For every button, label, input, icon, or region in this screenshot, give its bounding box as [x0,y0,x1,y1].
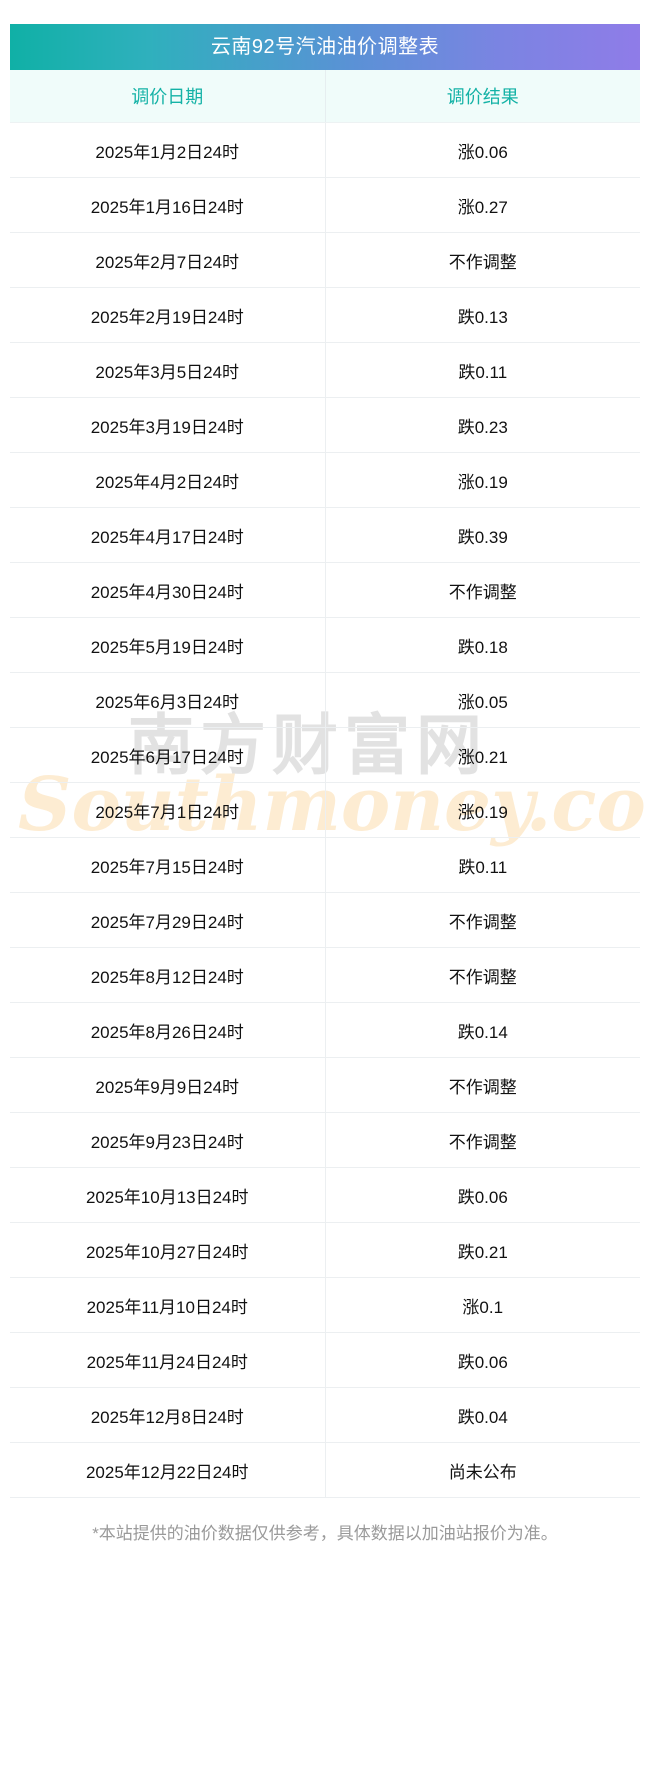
table-row: 2025年7月15日24时 跌0.11 [10,837,640,893]
cell-result: 不作调整 [325,1112,640,1168]
cell-result: 跌0.39 [325,507,640,563]
table-header: 调价日期 调价结果 [10,70,640,123]
cell-result: 不作调整 [325,232,640,288]
cell-result: 涨0.1 [325,1277,640,1333]
table-row: 2025年10月27日24时 跌0.21 [10,1222,640,1278]
cell-result: 不作调整 [325,1057,640,1113]
table-row: 2025年9月9日24时 不作调整 [10,1057,640,1113]
table-row: 2025年2月7日24时 不作调整 [10,232,640,288]
cell-result: 跌0.11 [325,837,640,893]
cell-result: 跌0.13 [325,287,640,343]
cell-date: 2025年2月7日24时 [10,232,326,288]
table-row: 2025年12月8日24时 跌0.04 [10,1387,640,1443]
cell-result: 涨0.19 [325,782,640,838]
cell-result: 不作调整 [325,562,640,618]
table-row: 2025年5月19日24时 跌0.18 [10,617,640,673]
table-row: 2025年7月29日24时 不作调整 [10,892,640,948]
cell-result: 跌0.11 [325,342,640,398]
table-row: 2025年9月23日24时 不作调整 [10,1112,640,1168]
cell-result: 跌0.23 [325,397,640,453]
cell-date: 2025年3月19日24时 [10,397,326,453]
cell-result: 涨0.06 [325,122,640,178]
table-row: 2025年4月30日24时 不作调整 [10,562,640,618]
cell-result: 跌0.21 [325,1222,640,1278]
cell-date: 2025年3月5日24时 [10,342,326,398]
column-header-date: 调价日期 [10,70,326,123]
cell-date: 2025年2月19日24时 [10,287,326,343]
table-row: 2025年3月5日24时 跌0.11 [10,342,640,398]
cell-date: 2025年7月29日24时 [10,892,326,948]
table-row: 2025年10月13日24时 跌0.06 [10,1167,640,1223]
cell-date: 2025年12月8日24时 [10,1387,326,1443]
column-header-result: 调价结果 [325,70,640,123]
cell-date: 2025年10月27日24时 [10,1222,326,1278]
footnote: *本站提供的油价数据仅供参考，具体数据以加油站报价为准。 [92,1524,558,1543]
cell-result: 跌0.06 [325,1332,640,1388]
cell-date: 2025年4月17日24时 [10,507,326,563]
cell-date: 2025年8月26日24时 [10,1002,326,1058]
table-row: 2025年6月3日24时 涨0.05 [10,672,640,728]
cell-result: 跌0.14 [325,1002,640,1058]
cell-result: 涨0.19 [325,452,640,508]
table-row: 2025年2月19日24时 跌0.13 [10,287,640,343]
page-title: 云南92号汽油油价调整表 [10,24,640,70]
cell-date: 2025年11月10日24时 [10,1277,326,1333]
cell-date: 2025年4月30日24时 [10,562,326,618]
cell-result: 跌0.06 [325,1167,640,1223]
cell-result: 尚未公布 [325,1442,640,1498]
table-header-row: 调价日期 调价结果 [10,70,640,123]
table-body: 2025年1月2日24时 涨0.06 2025年1月16日24时 涨0.27 2025年… [10,122,640,1498]
cell-result: 涨0.27 [325,177,640,233]
cell-date: 2025年7月15日24时 [10,837,326,893]
table-row: 2025年12月22日24时 尚未公布 [10,1442,640,1498]
cell-date: 2025年11月24日24时 [10,1332,326,1388]
cell-date: 2025年12月22日24时 [10,1442,326,1498]
cell-date: 2025年9月9日24时 [10,1057,326,1113]
cell-date: 2025年6月17日24时 [10,727,326,783]
cell-result: 跌0.04 [325,1387,640,1443]
cell-date: 2025年1月2日24时 [10,122,326,178]
cell-date: 2025年8月12日24时 [10,947,326,1003]
table-row: 2025年8月12日24时 不作调整 [10,947,640,1003]
table-row: 2025年7月1日24时 涨0.19 [10,782,640,838]
table-row: 2025年1月16日24时 涨0.27 [10,177,640,233]
cell-date: 2025年10月13日24时 [10,1167,326,1223]
table-row: 2025年11月10日24时 涨0.1 [10,1277,640,1333]
cell-result: 涨0.21 [325,727,640,783]
cell-date: 2025年4月2日24时 [10,452,326,508]
cell-result: 不作调整 [325,892,640,948]
table-row: 2025年4月17日24时 跌0.39 [10,507,640,563]
cell-result: 跌0.18 [325,617,640,673]
table-row: 2025年4月2日24时 涨0.19 [10,452,640,508]
table-row: 2025年3月19日24时 跌0.23 [10,397,640,453]
table-row: 2025年8月26日24时 跌0.14 [10,1002,640,1058]
cell-date: 2025年9月23日24时 [10,1112,326,1168]
cell-date: 2025年7月1日24时 [10,782,326,838]
table-row: 2025年1月2日24时 涨0.06 [10,122,640,178]
cell-result: 不作调整 [325,947,640,1003]
cell-date: 2025年1月16日24时 [10,177,326,233]
cell-date: 2025年6月3日24时 [10,672,326,728]
cell-result: 涨0.05 [325,672,640,728]
cell-date: 2025年5月19日24时 [10,617,326,673]
table-row: 2025年11月24日24时 跌0.06 [10,1332,640,1388]
table-row: 2025年6月17日24时 涨0.21 [10,727,640,783]
oil-price-table: 调价日期 调价结果 2025年1月2日24时 涨0.06 2025年1月16日24时… [10,70,640,1498]
